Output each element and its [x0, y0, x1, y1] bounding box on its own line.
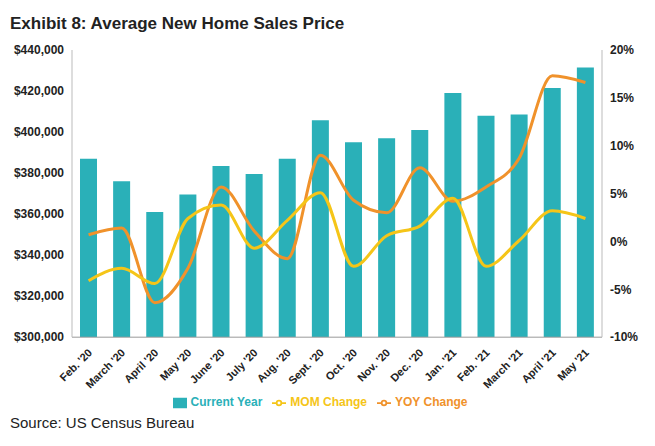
- svg-text:Dec. '20: Dec. '20: [388, 346, 426, 384]
- html-text:Current Year: Current Year: [190, 395, 263, 410]
- svg-text:Sept. '20: Sept. '20: [286, 346, 326, 386]
- svg-text:Jan. '21: Jan. '21: [422, 346, 459, 383]
- svg-text:March '20: March '20: [83, 346, 127, 390]
- svg-text:June '20: June '20: [187, 346, 226, 385]
- svg-text:10%: 10%: [610, 139, 634, 153]
- svg-text:20%: 20%: [610, 43, 634, 57]
- svg-text:$380,000: $380,000: [14, 166, 64, 180]
- svg-text:May '20: May '20: [157, 346, 194, 383]
- svg-text:May '21: May '21: [555, 346, 591, 382]
- svg-text:Feb. '20: Feb. '20: [57, 346, 95, 384]
- svg-text:April '20: April '20: [122, 346, 161, 385]
- svg-text:15%: 15%: [610, 91, 634, 105]
- svg-text:$420,000: $420,000: [14, 84, 64, 98]
- html-text:Source: US Census Bureau: Source: US Census Bureau: [10, 414, 195, 431]
- svg-text:July '20: July '20: [223, 346, 260, 383]
- svg-text:-10%: -10%: [610, 330, 638, 344]
- svg-text:$300,000: $300,000: [14, 330, 64, 344]
- svg-text:$320,000: $320,000: [14, 289, 64, 303]
- svg-text:-5%: -5%: [610, 283, 632, 297]
- html-text:Exhibit 8: Average New Home Sa: Exhibit 8: Average New Home Sales Price: [10, 14, 345, 33]
- html-text:YOY Change: YOY Change: [395, 395, 468, 410]
- svg-text:Oct. '20: Oct. '20: [323, 346, 359, 382]
- svg-text:Nov. '20: Nov. '20: [355, 346, 392, 383]
- svg-text:$360,000: $360,000: [14, 207, 64, 221]
- svg-text:$340,000: $340,000: [14, 248, 64, 262]
- svg-text:Aug. '20: Aug. '20: [254, 346, 293, 385]
- svg-text:5%: 5%: [610, 187, 628, 201]
- svg-text:$440,000: $440,000: [14, 43, 64, 57]
- svg-text:Feb. '21: Feb. '21: [454, 346, 492, 384]
- svg-text:April '21: April '21: [519, 346, 558, 385]
- svg-text:March '21: March '21: [481, 346, 525, 390]
- html-text:MOM Change: MOM Change: [290, 395, 367, 410]
- svg-text:0%: 0%: [610, 235, 628, 249]
- svg-text:$400,000: $400,000: [14, 125, 64, 139]
